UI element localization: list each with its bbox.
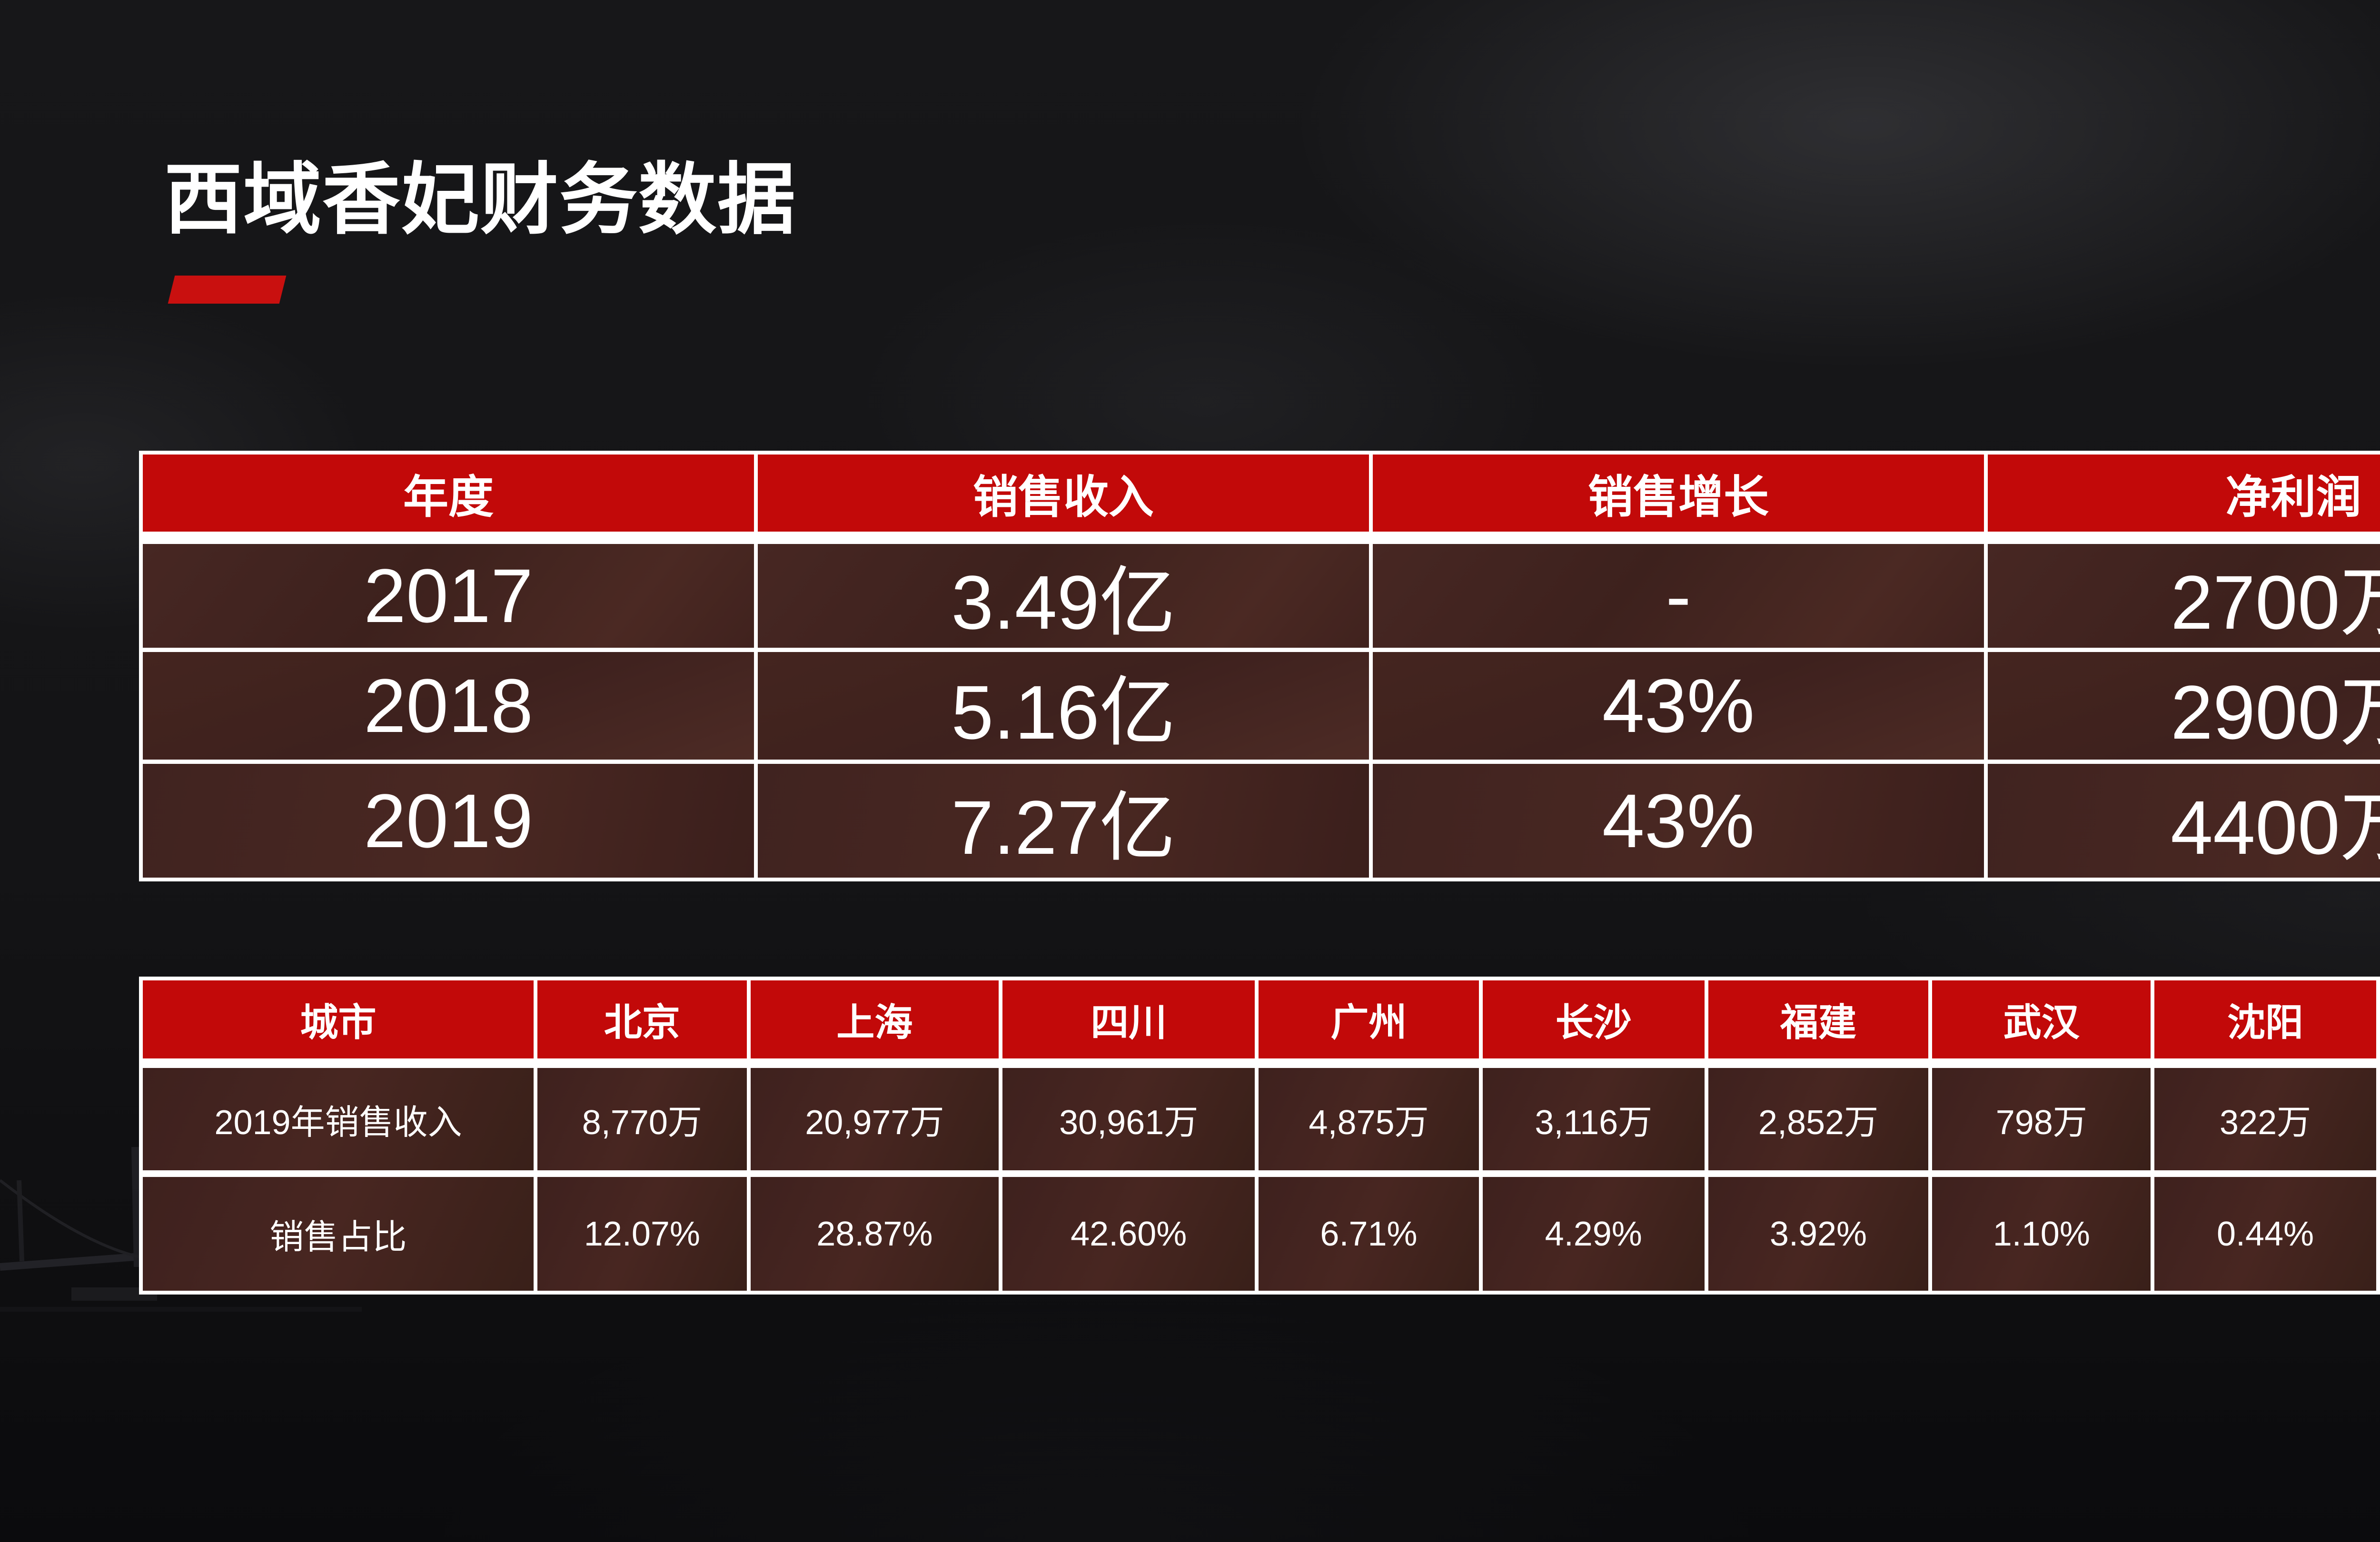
city-sales-table: 城市 北京 上海 四川 广州 长沙 福建 武汉 沈阳 合计 2019年销售收入 … xyxy=(139,977,2380,1295)
data-cell: 798万 xyxy=(1932,1068,2151,1170)
header-cell-shanghai: 上海 xyxy=(750,980,999,1058)
data-cell: 12.07% xyxy=(537,1177,747,1291)
data-cell: 30,961万 xyxy=(1002,1068,1255,1170)
data-cell: 0.44% xyxy=(2154,1177,2376,1291)
yearly-table-row-2018: 2018 5.16亿 43% 2900万 xyxy=(143,652,2380,760)
header-cell-sales-growth: 销售增长 xyxy=(1373,455,1984,532)
header-cell-sichuan: 四川 xyxy=(1002,980,1255,1058)
data-cell: 3.49亿 xyxy=(758,544,1369,648)
data-cell: 20,977万 xyxy=(750,1068,999,1170)
row-label: 销售占比 xyxy=(143,1177,534,1291)
data-cell: 42.60% xyxy=(1002,1177,1255,1291)
city-table-revenue-row: 2019年销售收入 8,770万 20,977万 30,961万 4,875万 … xyxy=(143,1068,2380,1170)
data-cell: 2900万 xyxy=(1988,652,2380,760)
header-cell-beijing: 北京 xyxy=(537,980,747,1058)
data-cell: 28.87% xyxy=(750,1177,999,1291)
header-cell-year: 年度 xyxy=(143,455,754,532)
yearly-table-row-2017: 2017 3.49亿 - 2700万 xyxy=(143,544,2380,648)
data-cell: 7.27亿 xyxy=(758,764,1369,878)
header-cell-fujian: 福建 xyxy=(1708,980,1929,1058)
data-cell: 4.29% xyxy=(1482,1177,1705,1291)
header-cell-guangzhou: 广州 xyxy=(1259,980,1479,1058)
data-cell: 43% xyxy=(1373,652,1984,760)
header-cell-city: 城市 xyxy=(143,980,534,1058)
title-accent-bar xyxy=(168,276,287,304)
header-cell-wuhan: 武汉 xyxy=(1932,980,2151,1058)
page-title: 西域香妃财务数据 xyxy=(164,156,797,243)
data-cell: 2018 xyxy=(143,652,754,760)
header-cell-shenyang: 沈阳 xyxy=(2154,980,2376,1058)
data-cell: 1.10% xyxy=(1932,1177,2151,1291)
row-label: 2019年销售收入 xyxy=(143,1068,534,1170)
data-cell: 322万 xyxy=(2154,1068,2376,1170)
header-cell-changsha: 长沙 xyxy=(1482,980,1705,1058)
data-cell: 2,852万 xyxy=(1708,1068,1929,1170)
data-cell: 43% xyxy=(1373,764,1984,878)
data-cell: 5.16亿 xyxy=(758,652,1369,760)
data-cell: 2017 xyxy=(143,544,754,648)
yearly-table-header-row: 年度 销售收入 销售增长 净利润 xyxy=(143,455,2380,532)
data-cell: - xyxy=(1373,544,1984,648)
data-cell: 2019 xyxy=(143,764,754,878)
city-table-header-row: 城市 北京 上海 四川 广州 长沙 福建 武汉 沈阳 合计 xyxy=(143,980,2380,1058)
data-cell: 2700万 xyxy=(1988,544,2380,648)
yearly-financial-table: 年度 销售收入 销售增长 净利润 2017 3.49亿 - 2700万 2018… xyxy=(139,451,2380,881)
data-cell: 6.71% xyxy=(1259,1177,1479,1291)
city-table-share-row: 销售占比 12.07% 28.87% 42.60% 6.71% 4.29% 3.… xyxy=(143,1177,2380,1291)
data-cell: 3.92% xyxy=(1708,1177,1929,1291)
yearly-table-row-2019: 2019 7.27亿 43% 4400万 xyxy=(143,764,2380,878)
data-cell: 8,770万 xyxy=(537,1068,747,1170)
data-cell: 4400万 xyxy=(1988,764,2380,878)
header-cell-sales-revenue: 销售收入 xyxy=(758,455,1369,532)
data-cell: 3,116万 xyxy=(1482,1068,1705,1170)
data-cell: 4,875万 xyxy=(1259,1068,1479,1170)
header-cell-net-profit: 净利润 xyxy=(1988,455,2380,532)
